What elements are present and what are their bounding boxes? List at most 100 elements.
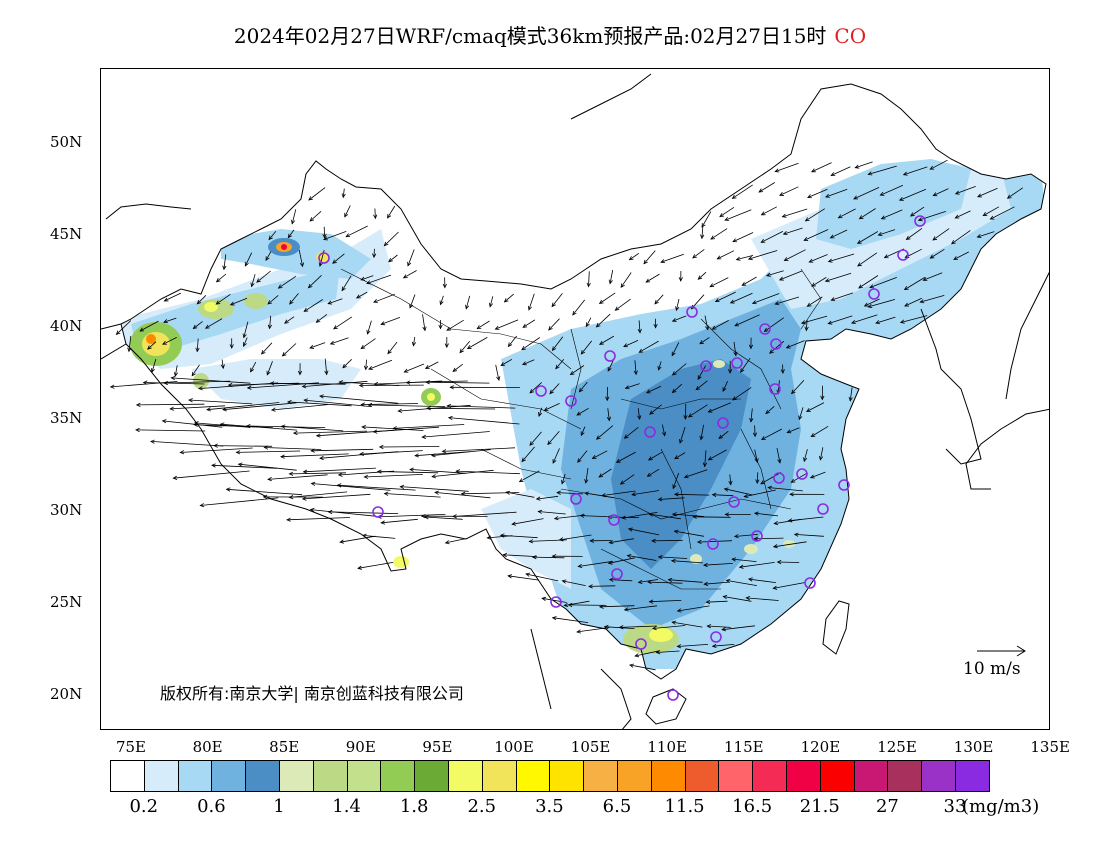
wind-arrow [310, 509, 376, 517]
wind-arrow [500, 534, 538, 539]
wind-arrow-head [702, 562, 708, 568]
wind-arrow [529, 382, 542, 394]
colorbar-swatch [583, 760, 618, 792]
wind-arrow [805, 208, 826, 222]
wind-arrow-head [954, 214, 960, 219]
wind-arrow [712, 320, 729, 330]
wind-arrow [628, 528, 660, 536]
wind-arrow-head [722, 387, 727, 392]
wind-arrow [803, 229, 829, 241]
station-marker[interactable] [759, 323, 771, 335]
wind-arrow-head [277, 284, 283, 289]
station-marker[interactable] [914, 215, 926, 227]
wind-arrow [377, 471, 439, 474]
wind-arrow [930, 248, 945, 259]
wind-arrow-head [747, 256, 753, 261]
station-marker[interactable] [717, 417, 729, 429]
wind-arrow [775, 162, 799, 172]
lon-tick-105E: 105E [570, 738, 611, 756]
station-marker[interactable] [817, 503, 829, 515]
wind-arrow [508, 575, 539, 581]
station-marker[interactable] [372, 506, 384, 518]
station-marker[interactable] [570, 493, 582, 505]
wind-arrow-head [341, 286, 346, 292]
wind-arrow [380, 317, 401, 325]
wind-arrow-head [363, 365, 369, 371]
wind-arrow-head [725, 578, 731, 584]
wind-arrow [809, 254, 828, 263]
wind-arrow-head [455, 469, 461, 474]
station-marker[interactable] [635, 638, 647, 650]
wind-arrow-head [848, 396, 853, 402]
wind-arrow-head [605, 396, 610, 402]
wind-arrow-head [324, 370, 329, 376]
station-marker[interactable] [804, 577, 816, 589]
wind-arrow [206, 402, 280, 411]
station-marker[interactable] [769, 383, 781, 395]
lat-tick-25N: 25N [50, 593, 83, 611]
wind-arrow [431, 449, 491, 456]
wind-arrow [704, 450, 707, 467]
station-marker[interactable] [770, 338, 782, 350]
map-panel[interactable]: 10 m/s [100, 68, 1050, 730]
wind-arrow [740, 357, 751, 373]
colorbar-swatch [177, 760, 213, 792]
wind-arrow-head [541, 596, 547, 601]
wind-arrow-head [163, 380, 168, 386]
wind-arrow-head [525, 572, 531, 577]
colorbar-swatch [380, 760, 416, 792]
station-marker[interactable] [710, 631, 722, 643]
station-marker[interactable] [773, 472, 785, 484]
wind-arrow [777, 561, 800, 563]
station-marker[interactable] [897, 249, 909, 261]
wind-arrow [536, 495, 559, 500]
wind-arrow [903, 166, 928, 176]
wind-arrow-head [411, 341, 417, 347]
wind-arrow-head [753, 511, 759, 516]
lon-tick-130E: 130E [953, 738, 994, 756]
wind-arrow-head [503, 298, 509, 303]
map-canvas [101, 73, 1049, 729]
wind-arrow [672, 621, 703, 628]
wind-arrow-head [638, 348, 644, 353]
lon-tick-135E: 135E [1030, 738, 1070, 756]
colorbar-swatch [617, 760, 652, 792]
colorbar-label: 27 [875, 796, 899, 817]
wind-arrow-head [315, 433, 321, 438]
station-marker[interactable] [868, 288, 880, 300]
wind-arrow-head [675, 306, 680, 312]
wind-arrow [776, 448, 781, 463]
wind-arrow [724, 488, 753, 496]
station-marker[interactable] [728, 496, 740, 508]
wind-arrow [162, 337, 177, 345]
station-marker[interactable] [667, 689, 679, 701]
wind-arrow-head [310, 448, 315, 453]
station-marker[interactable] [731, 357, 743, 369]
wind-arrow [953, 251, 969, 260]
station-marker[interactable] [565, 395, 577, 407]
station-marker[interactable] [318, 252, 330, 264]
wind-arrow-head [288, 471, 294, 476]
station-marker[interactable] [550, 596, 562, 608]
wind-arrow-head [733, 534, 739, 539]
wind-arrow-head [703, 581, 709, 586]
station-marker[interactable] [611, 568, 623, 580]
station-marker[interactable] [700, 360, 712, 372]
station-marker[interactable] [751, 530, 763, 542]
station-marker[interactable] [686, 306, 698, 318]
wind-arrow-head [135, 427, 140, 433]
station-marker[interactable] [604, 350, 616, 362]
station-marker[interactable] [707, 538, 719, 550]
wind-arrow-head [195, 347, 200, 353]
station-marker[interactable] [796, 468, 808, 480]
station-marker[interactable] [535, 385, 547, 397]
wind-arrow-head [774, 301, 780, 306]
wind-arrow [923, 272, 943, 281]
lon-tick-80E: 80E [192, 738, 223, 756]
station-marker[interactable] [838, 479, 850, 491]
wind-arrow [920, 295, 945, 303]
station-marker[interactable] [644, 426, 656, 438]
station-marker[interactable] [608, 514, 620, 526]
wind-arrow-head [601, 493, 606, 498]
wind-arrow-head [700, 234, 705, 240]
